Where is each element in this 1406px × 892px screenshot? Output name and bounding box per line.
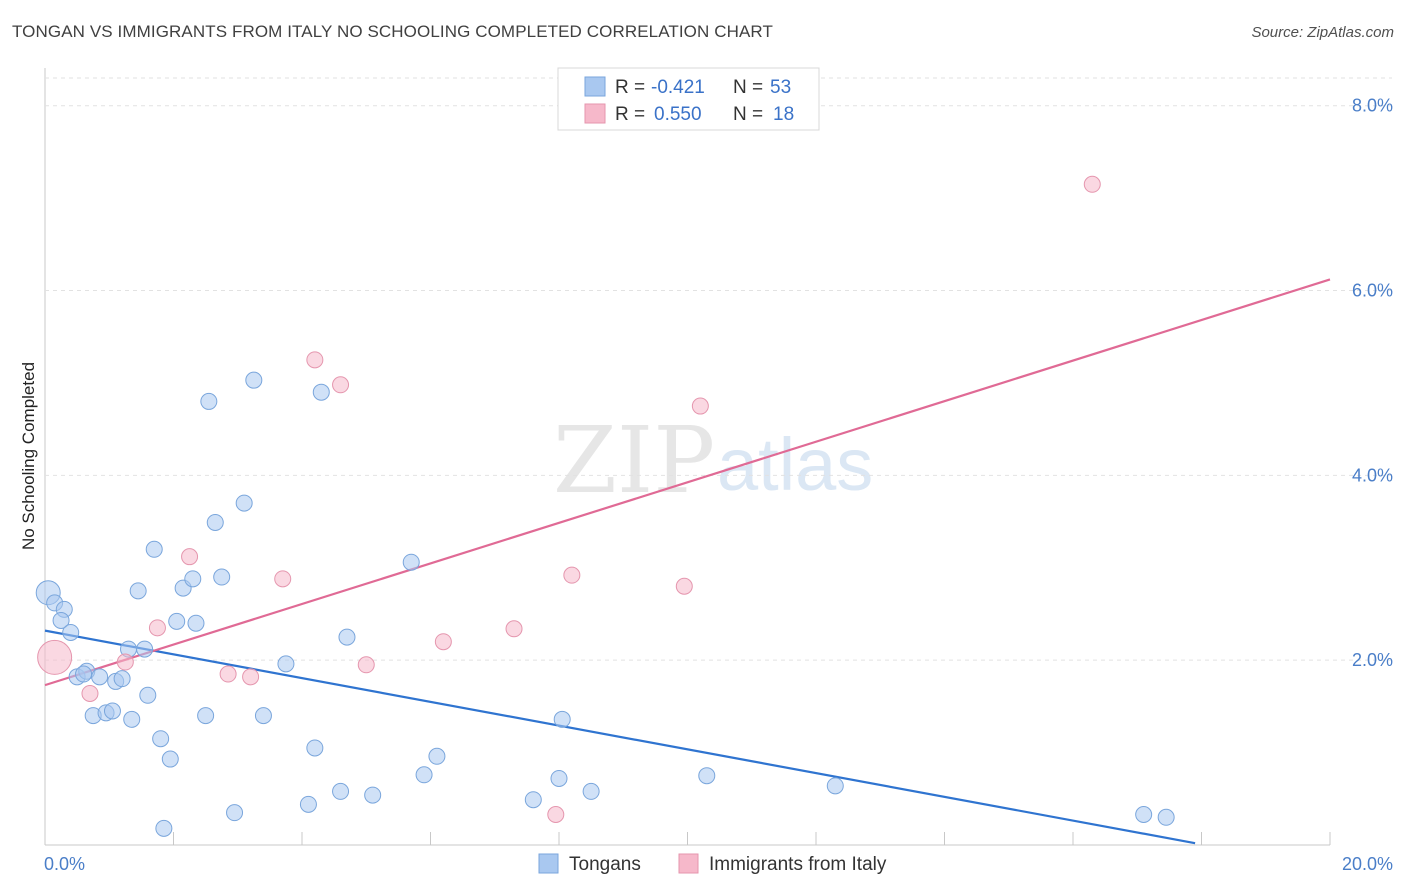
point-italy	[691, 397, 709, 415]
point-tongans	[332, 782, 350, 800]
point-italy	[434, 633, 452, 651]
legend-r-label-2: R =	[615, 104, 645, 125]
point-tongans	[91, 668, 109, 686]
point-tongans	[1135, 806, 1153, 824]
point-tongans	[200, 392, 218, 410]
bottom-legend-swatch-italy	[678, 853, 699, 874]
source-credit: Source: ZipAtlas.com	[1251, 24, 1394, 41]
point-italy	[116, 653, 134, 671]
point-tongans	[152, 730, 170, 748]
point-tongans	[62, 623, 80, 641]
point-italy	[505, 620, 523, 638]
point-italy	[306, 351, 324, 369]
legend-r-value-1: -0.421	[651, 77, 705, 98]
point-tongans	[226, 804, 244, 822]
point-tongans	[52, 611, 70, 629]
point-tongans	[168, 612, 186, 630]
point-tongans	[139, 686, 157, 704]
point-italy	[675, 577, 693, 595]
x-axis-ticks: 0.0% 20.0%	[44, 832, 1393, 874]
point-tongans	[415, 766, 433, 784]
point-italy	[1083, 175, 1101, 193]
x-tick-label: 0.0%	[44, 854, 85, 874]
point-tongans	[698, 767, 716, 785]
point-tongans	[338, 628, 356, 646]
point-tongans	[428, 747, 446, 765]
point-tongans	[553, 710, 571, 728]
correlation-legend: R = -0.421 N = 53 R = 0.550 N = 18	[557, 67, 820, 131]
point-tongans	[123, 710, 141, 728]
point-tongans	[245, 371, 263, 389]
point-tongans	[187, 614, 205, 632]
trend-line-tongans	[44, 629, 1196, 845]
point-tongans	[75, 665, 93, 683]
legend-swatch-tongans	[584, 76, 606, 97]
legend-n-value-2: 18	[773, 104, 794, 125]
point-tongans	[184, 570, 202, 588]
point-tongans	[254, 707, 272, 725]
legend-n-value-1: 53	[770, 77, 791, 98]
data-points	[35, 175, 1175, 837]
point-tongans	[161, 750, 179, 768]
bottom-legend-swatch-tongans	[538, 853, 559, 874]
y-tick-label: 6.0%	[1352, 281, 1393, 301]
point-italy	[274, 570, 292, 588]
point-italy	[37, 639, 73, 675]
point-tongans	[213, 568, 231, 586]
point-italy	[242, 668, 260, 686]
trend-lines	[44, 278, 1331, 845]
bottom-legend-label-tongans: Tongans	[569, 854, 641, 875]
point-tongans	[113, 670, 131, 688]
point-italy	[181, 548, 199, 566]
point-tongans	[550, 769, 568, 787]
watermark-zip: ZIP	[553, 407, 715, 514]
series-legend: Tongans Immigrants from Italy	[538, 853, 887, 875]
gridlines	[45, 77, 1392, 661]
point-italy	[357, 656, 375, 674]
point-tongans	[299, 795, 317, 813]
point-tongans	[103, 702, 121, 720]
point-italy	[148, 619, 166, 637]
point-tongans	[582, 782, 600, 800]
point-tongans	[312, 383, 330, 401]
legend-n-label-1: N =	[733, 77, 763, 98]
point-tongans	[1157, 808, 1175, 826]
legend-r-label-1: R =	[615, 77, 645, 98]
point-italy	[563, 566, 581, 584]
legend-swatch-italy	[584, 103, 606, 124]
point-italy	[219, 665, 237, 683]
point-italy	[81, 684, 99, 702]
point-italy	[332, 376, 350, 394]
legend-r-value-2: 0.550	[654, 104, 702, 125]
point-tongans	[524, 791, 542, 809]
y-axis-label: No Schooling Completed	[19, 362, 38, 550]
point-tongans	[277, 655, 295, 673]
point-tongans	[306, 739, 324, 757]
bottom-legend-label-italy: Immigrants from Italy	[709, 854, 887, 875]
point-tongans	[235, 494, 253, 512]
point-tongans	[129, 582, 147, 600]
point-tongans	[826, 777, 844, 795]
point-tongans	[145, 540, 163, 558]
point-tongans	[136, 640, 154, 658]
point-tongans	[155, 819, 173, 837]
point-tongans	[197, 707, 215, 725]
y-tick-label: 8.0%	[1352, 96, 1393, 116]
point-tongans	[364, 786, 382, 804]
point-italy	[547, 806, 565, 824]
y-tick-label: 4.0%	[1352, 465, 1393, 485]
x-tick-label: 20.0%	[1342, 854, 1393, 874]
y-axis-ticks: 2.0% 4.0% 6.0% 8.0%	[1352, 96, 1393, 670]
point-tongans	[402, 553, 420, 571]
y-tick-label: 2.0%	[1352, 650, 1393, 670]
point-tongans	[206, 513, 224, 531]
chart-title: TONGAN VS IMMIGRANTS FROM ITALY NO SCHOO…	[12, 22, 773, 41]
legend-n-label-2: N =	[733, 104, 763, 125]
trend-line-italy	[44, 278, 1331, 687]
